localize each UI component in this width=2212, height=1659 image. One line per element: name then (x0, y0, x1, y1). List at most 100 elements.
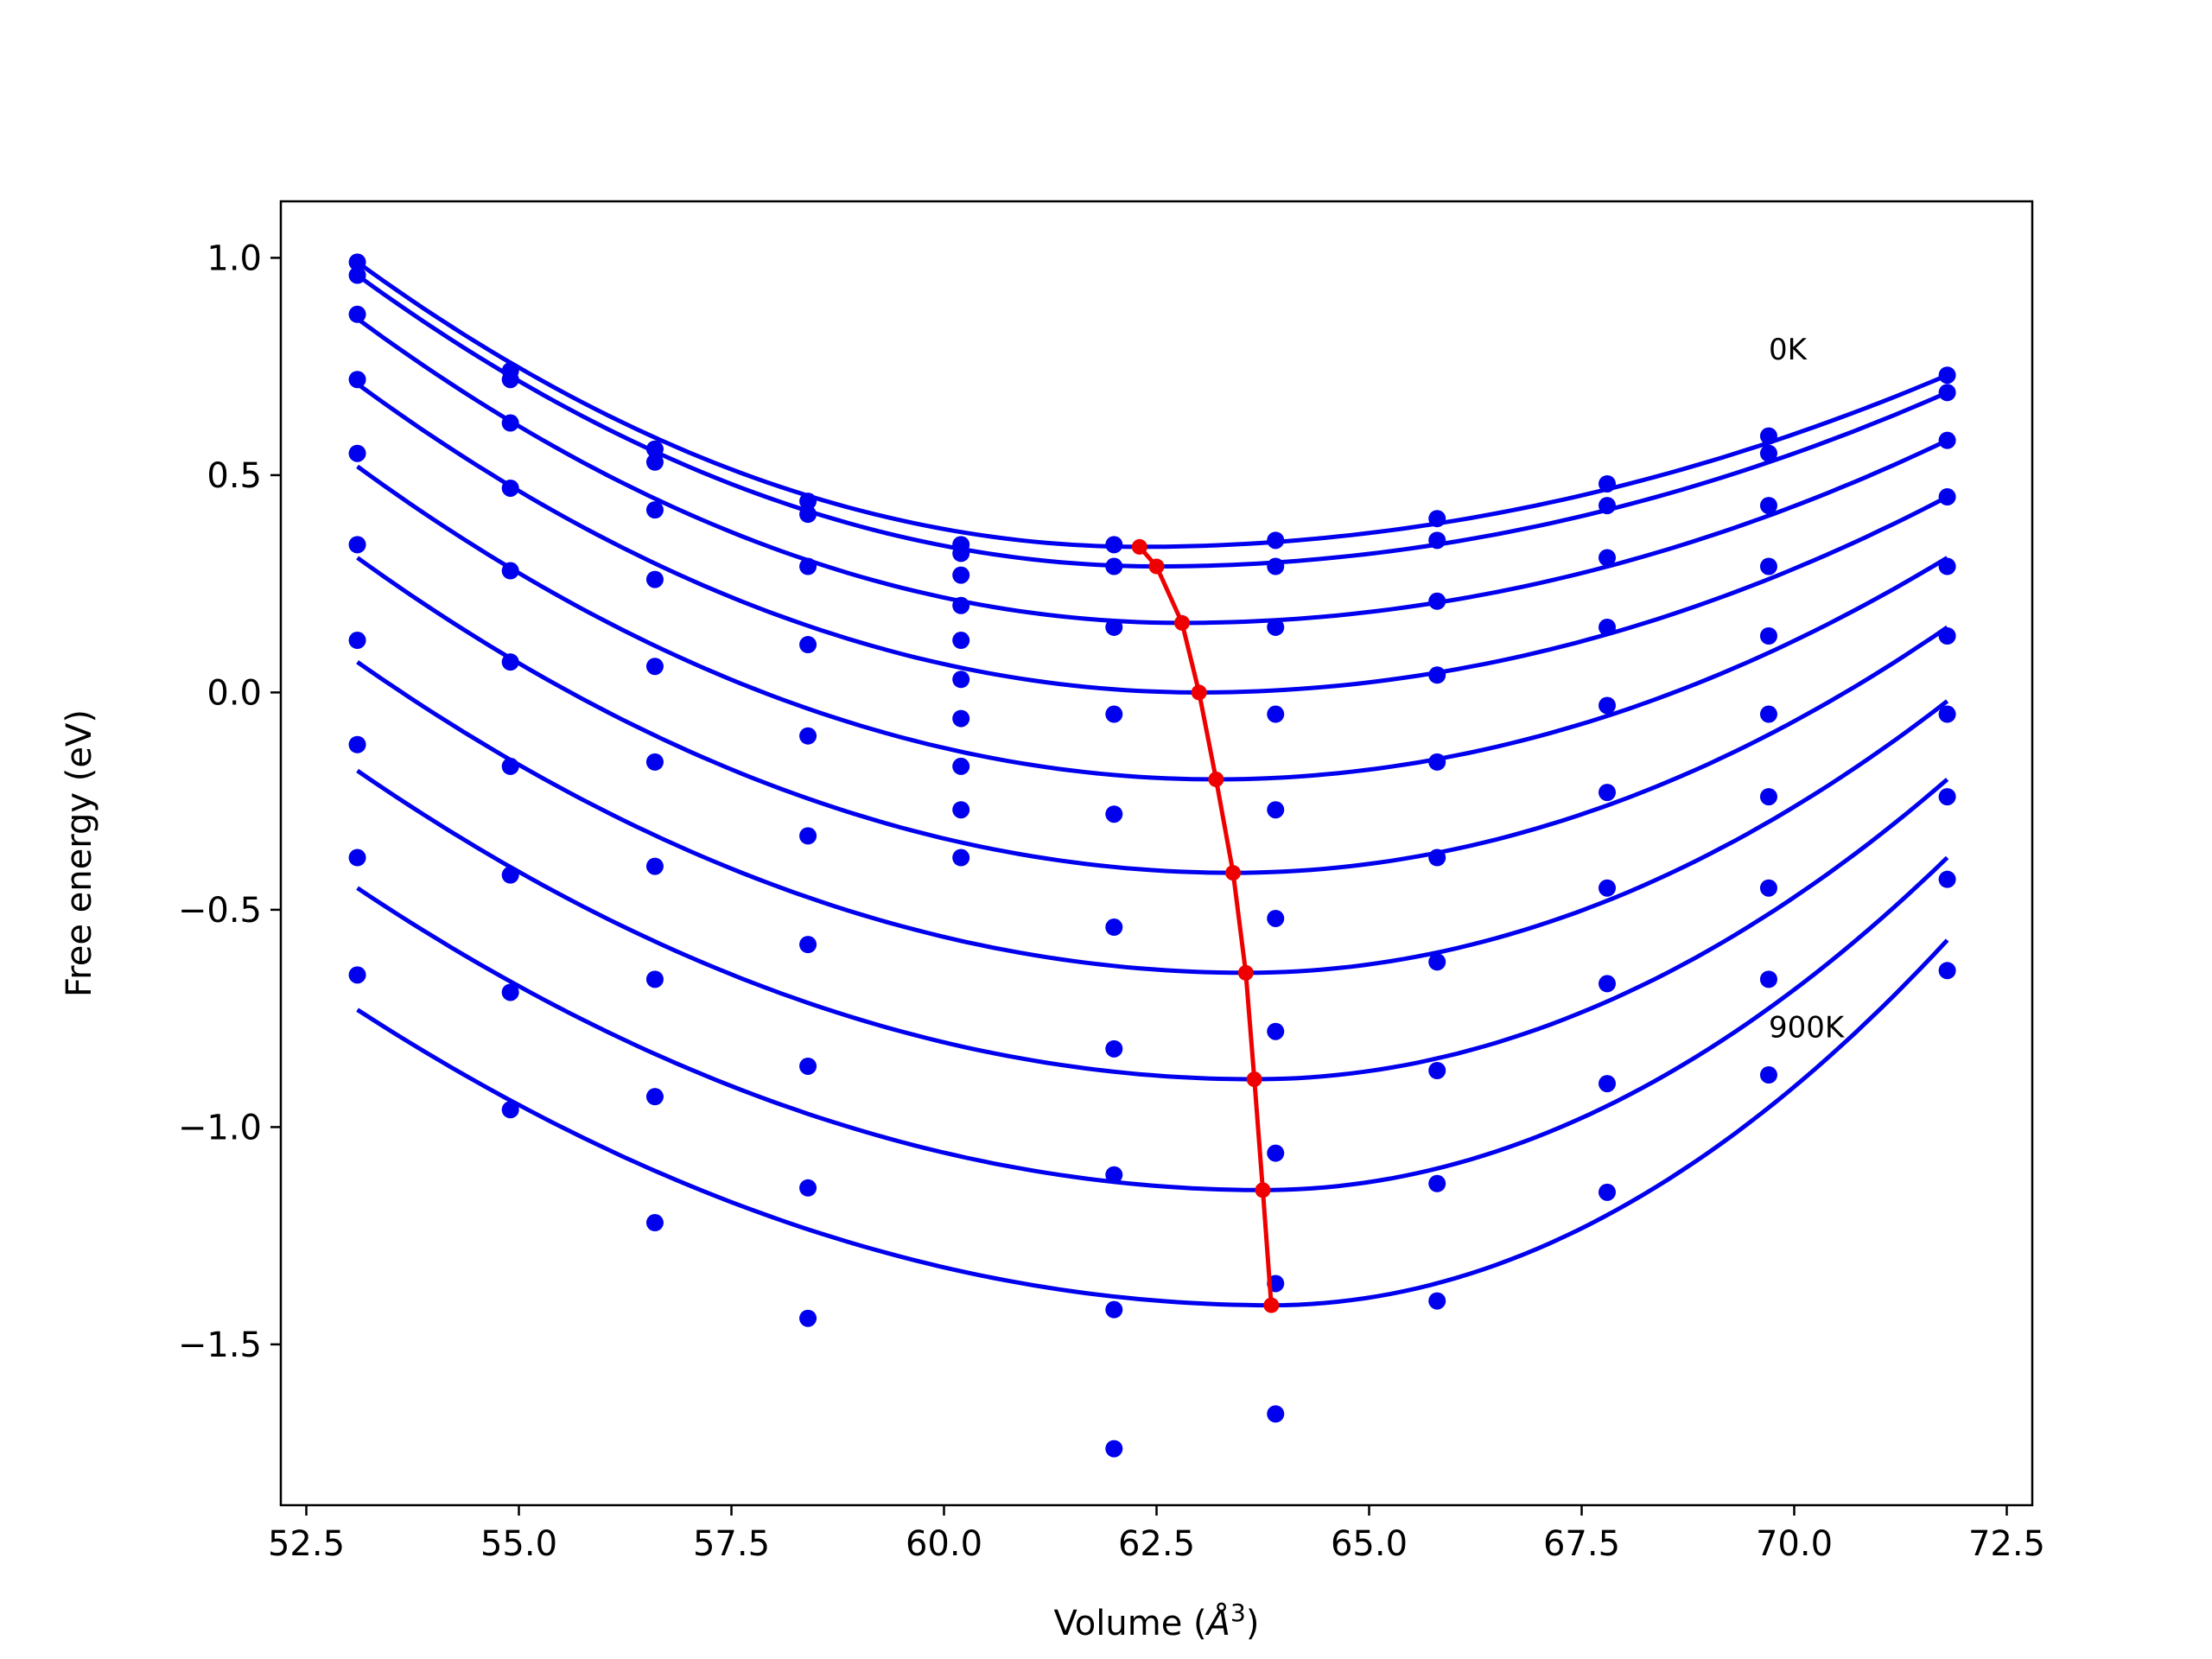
minimum-path (1131, 538, 1280, 1313)
data-point (1938, 488, 1956, 506)
data-point (1105, 1440, 1123, 1458)
x-axis-label: Volume (Å3) (1054, 1599, 1260, 1643)
data-point (799, 727, 817, 745)
minimum-path-line (1137, 545, 1274, 1306)
data-point (1105, 805, 1123, 823)
data-point (501, 371, 519, 389)
data-point (952, 632, 970, 650)
data-point (1599, 879, 1617, 897)
data-point (348, 371, 366, 389)
data-point (1267, 1144, 1285, 1162)
data-point (1105, 705, 1123, 723)
data-point (501, 562, 519, 580)
data-point (645, 440, 664, 458)
data-point (645, 453, 664, 471)
fit-curve (356, 464, 1948, 782)
data-point (348, 632, 366, 650)
minimum-point (1263, 1297, 1280, 1313)
data-point (952, 801, 970, 819)
data-point (1267, 557, 1285, 575)
data-point (1759, 557, 1777, 575)
minimum-point (1174, 614, 1191, 631)
data-point (799, 1057, 817, 1075)
fit-curve (356, 855, 1949, 1192)
data-point (1938, 557, 1956, 575)
data-point (1267, 531, 1285, 550)
data-point (1428, 953, 1446, 971)
data-point (501, 653, 519, 671)
x-tick-label: 57.5 (693, 1524, 770, 1564)
data-point (645, 1214, 664, 1232)
data-point (799, 505, 817, 524)
data-point (1105, 1039, 1123, 1058)
data-point (348, 444, 366, 462)
data-point (1759, 705, 1777, 723)
fit-curve (356, 556, 1949, 875)
fit-curves (356, 260, 1949, 1308)
data-point (348, 536, 366, 554)
data-point (1267, 909, 1285, 927)
data-point (645, 857, 664, 875)
x-tick-label: 62.5 (1118, 1524, 1195, 1564)
data-point (1105, 536, 1123, 554)
data-point (1428, 1174, 1446, 1192)
data-point (952, 671, 970, 689)
minimum-point (1237, 964, 1254, 981)
data-point (1599, 549, 1617, 567)
data-point (645, 753, 664, 771)
data-point (1428, 592, 1446, 610)
minimum-point (1208, 771, 1224, 787)
minimum-point (1255, 1182, 1271, 1198)
data-point (1759, 1066, 1777, 1084)
data-point (1428, 849, 1446, 867)
data-point (1267, 705, 1285, 723)
data-point (348, 849, 366, 867)
data-point (1599, 696, 1617, 715)
y-tick-label: 0.0 (207, 673, 262, 713)
x-axis-label-prefix: Volume ( (1054, 1604, 1207, 1643)
data-point (799, 557, 817, 575)
data-point (1428, 1292, 1446, 1310)
data-point (799, 1309, 817, 1327)
minimum-point (1131, 538, 1147, 555)
data-points (348, 253, 1956, 1458)
data-point (1428, 1062, 1446, 1079)
data-point (952, 566, 970, 584)
data-point (645, 1088, 664, 1106)
data-point (1599, 474, 1617, 493)
x-tick-label: 55.0 (480, 1524, 557, 1564)
data-point (1759, 627, 1777, 645)
data-point (1938, 870, 1956, 888)
data-point (952, 849, 970, 867)
data-point (1938, 384, 1956, 402)
data-point (501, 757, 519, 775)
data-point (1267, 618, 1285, 636)
data-point (645, 501, 664, 519)
minimum-point (1225, 865, 1242, 881)
data-point (1599, 618, 1617, 636)
x-axis-label-symbol: Å (1205, 1602, 1230, 1643)
data-point (1105, 618, 1123, 636)
data-point (1267, 801, 1285, 819)
minimum-point (1191, 684, 1207, 701)
data-point (501, 866, 519, 884)
data-point (1759, 444, 1777, 462)
annotation-0k: 0K (1769, 333, 1808, 367)
x-tick-label: 70.0 (1756, 1524, 1833, 1564)
fit-curve (356, 316, 1948, 626)
data-point (799, 1179, 817, 1197)
data-point (952, 709, 970, 728)
data-point (348, 305, 366, 323)
data-point (1599, 784, 1617, 802)
x-axis-label-superscript: 3 (1230, 1599, 1246, 1627)
y-tick-label: −1.0 (178, 1108, 262, 1147)
x-axis-label-suffix: ) (1246, 1604, 1260, 1643)
data-point (645, 570, 664, 588)
data-point (501, 983, 519, 1001)
data-point (1428, 753, 1446, 771)
data-point (799, 493, 817, 511)
y-tick-label: −1.5 (178, 1325, 262, 1365)
data-point (799, 936, 817, 954)
data-point (799, 636, 817, 654)
data-point (952, 757, 970, 775)
